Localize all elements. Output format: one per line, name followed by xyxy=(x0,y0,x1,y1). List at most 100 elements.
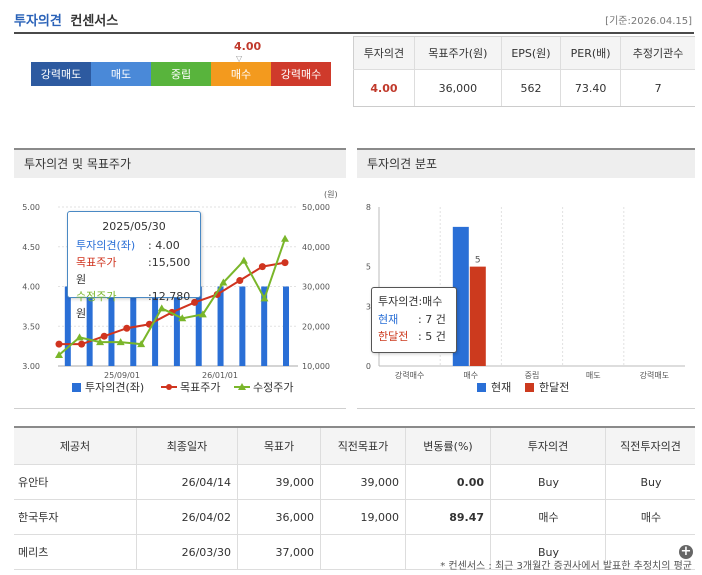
adjusted-price-point xyxy=(116,338,125,346)
x-tick-label: 26/01/01 xyxy=(202,371,238,380)
left-tick-label: 4.50 xyxy=(22,243,40,252)
change-rate: 0.00 xyxy=(405,464,491,500)
change-rate: 89.47 xyxy=(405,499,491,535)
right-chart-tooltip: 투자의견:매수 현재: 7 건 한달전: 5 건 xyxy=(371,287,457,353)
opinion-bar xyxy=(86,286,93,366)
tooltip-current-value: : 7 건 xyxy=(418,313,446,326)
legend-current-label: 현재 xyxy=(491,381,511,394)
legend-opinion-label: 투자의견(좌) xyxy=(85,381,144,394)
target-price-point xyxy=(55,340,63,348)
target-price-point xyxy=(78,340,86,348)
col-prev-target: 직전목표가 xyxy=(320,426,406,465)
category-label: 중립 xyxy=(525,371,540,380)
adjusted-price-point xyxy=(55,350,63,358)
tooltip-target-value: :15,500 원 xyxy=(76,256,191,286)
title-main: 투자의견 xyxy=(14,14,62,29)
last-date: 26/03/30 xyxy=(136,534,238,570)
scale-buy: 매수 xyxy=(211,62,271,86)
category-label: 강력매도 xyxy=(640,370,669,380)
target: 36,000 xyxy=(237,499,321,535)
scale-sell: 매도 xyxy=(91,62,151,86)
left-tick-label: 3.00 xyxy=(22,362,40,371)
left-tick-label: 5.00 xyxy=(22,203,40,212)
tooltip-target-label: 목표주가 xyxy=(76,256,117,269)
col-target-price: 목표주가(원) xyxy=(413,36,502,70)
col-opinion: 투자의견 xyxy=(353,36,415,70)
col-change-rate: 변동률(%) xyxy=(405,426,491,465)
opinion-price-chart: 5.00 4.50 4.00 3.50 3.00 50,000 40,000 30,000 20… xyxy=(22,190,338,394)
prev-target: 39,000 xyxy=(320,464,406,500)
scale-marker-icon: ▽ xyxy=(236,54,243,63)
opinion-price-title: 투자의견 및 목표주가 xyxy=(14,148,346,178)
adjusted-price-point xyxy=(178,314,187,322)
tooltip-price-value: :12,780 원 xyxy=(76,290,191,320)
per-value: 73.40 xyxy=(560,69,621,107)
base-date: [기준:2026.04.15] xyxy=(605,16,692,27)
right-axis-unit: (원) xyxy=(324,190,338,199)
col-target: 목표가 xyxy=(237,426,321,465)
target-price-value: 36,000 xyxy=(413,69,502,107)
col-rating: 투자의견 xyxy=(490,426,606,465)
col-institutions: 추정기관수 xyxy=(620,36,695,70)
opinion-bar xyxy=(283,286,289,366)
scale-neutral: 중립 xyxy=(151,62,211,86)
tooltip-dist-title: 투자의견:매수 xyxy=(378,295,443,308)
adjusted-price-point xyxy=(96,338,105,346)
rating: Buy xyxy=(490,464,606,500)
adjusted-price-point xyxy=(137,340,146,348)
legend-current-swatch xyxy=(477,383,486,392)
target: 39,000 xyxy=(237,464,321,500)
providers-table: 제공처 최종일자 목표가 직전목표가 변동률(%) 투자의견 직전투자의견 유안… xyxy=(14,426,695,570)
target-price-point xyxy=(258,263,266,271)
table-row: 한국투자 26/04/02 36,000 19,000 89.47 매수 매수 xyxy=(14,499,695,535)
data-label: 5 xyxy=(475,256,481,266)
prev-rating: 매수 xyxy=(605,499,695,535)
tooltip-price-label: 수정주가 xyxy=(76,290,117,303)
category-label: 강력매수 xyxy=(395,370,424,380)
y-tick-label: 3 xyxy=(366,302,371,311)
adjusted-price-line xyxy=(58,238,286,356)
adjusted-price-point xyxy=(260,294,269,302)
opinion-bar xyxy=(64,286,71,366)
right-tick-label: 30,000 xyxy=(302,283,330,292)
target: 37,000 xyxy=(237,534,321,570)
right-tick-label: 20,000 xyxy=(302,322,330,331)
col-eps: EPS(원) xyxy=(500,36,561,70)
col-provider: 제공처 xyxy=(14,426,137,465)
category-label: 매수 xyxy=(463,371,478,380)
opinion-bar xyxy=(261,286,268,366)
y-tick-label: 8 xyxy=(366,203,371,212)
opinion-scale: 강력매도 매도 중립 매수 강력매수 xyxy=(31,62,331,86)
prev-target xyxy=(320,534,406,570)
tooltip-prev-label: 한달전 xyxy=(378,330,409,343)
legend-price-swatch xyxy=(238,383,246,390)
opinion-distribution-title: 투자의견 분포 xyxy=(357,148,695,178)
provider-name: 유안타 xyxy=(14,464,137,500)
adjusted-price-point xyxy=(239,256,248,264)
opinion-distribution-panel: 투자의견 분포 xyxy=(357,148,695,409)
target-price-point xyxy=(191,298,199,306)
legend-opinion-swatch xyxy=(72,383,81,392)
adjusted-price-point xyxy=(157,304,166,312)
prev-rating: Buy xyxy=(605,464,695,500)
right-tick-label: 10,000 xyxy=(302,362,330,371)
opinion-bar xyxy=(152,286,159,366)
left-tick-label: 3.50 xyxy=(22,322,40,331)
legend-target-label: 목표주가 xyxy=(180,381,220,394)
tooltip-date: 2025/05/30 xyxy=(102,220,166,233)
prev-target: 19,000 xyxy=(320,499,406,535)
target-price-point xyxy=(281,259,289,267)
last-date: 26/04/02 xyxy=(136,499,238,535)
scale-strong-buy: 강력매수 xyxy=(271,62,331,86)
prev-month-bar xyxy=(469,266,486,366)
opinion-bar xyxy=(173,286,180,366)
adjusted-price-point xyxy=(281,234,289,242)
tooltip-opinion-value: : 4.00 xyxy=(148,239,180,252)
legend-prev-swatch xyxy=(525,383,534,392)
col-prev-rating: 직전투자의견 xyxy=(605,426,695,465)
col-last-date: 최종일자 xyxy=(136,426,238,465)
x-tick-label: 25/09/01 xyxy=(104,371,140,380)
expand-plus-icon[interactable]: + xyxy=(679,544,693,559)
table-row: 유안타 26/04/14 39,000 39,000 0.00 Buy Buy xyxy=(14,464,695,500)
provider-name: 한국투자 xyxy=(14,499,137,535)
